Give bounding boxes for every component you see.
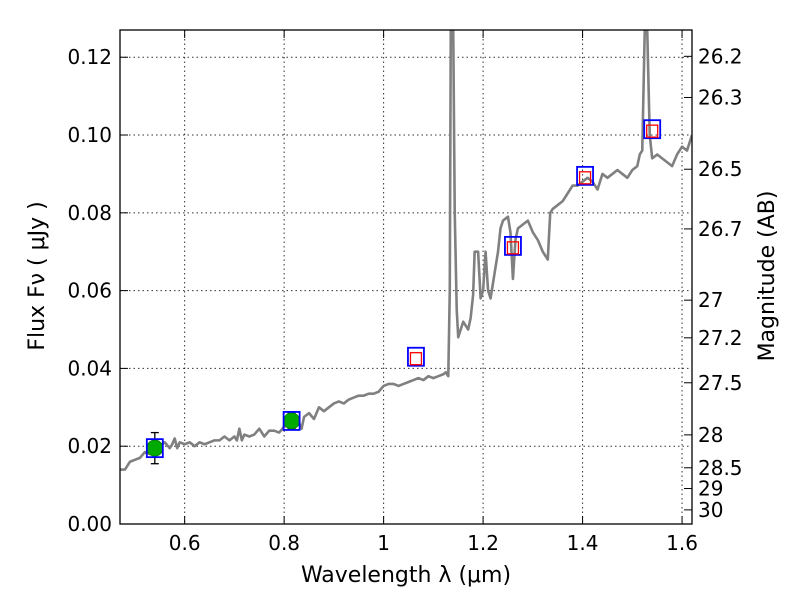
mag-tick-label: 26.5 — [698, 157, 743, 181]
model-point-red — [506, 241, 520, 255]
mag-tick-label: 28 — [698, 423, 723, 447]
x-axis-ticks: 0.6 0.8 1 1.2 1.4 1.6 — [169, 30, 698, 555]
model-point-blue — [282, 411, 301, 431]
sed-model-line — [120, 30, 692, 471]
y-tick-label: 0.02 — [67, 434, 112, 458]
mag-tick-label: 27 — [698, 288, 723, 312]
mag-tick-label: 29 — [698, 477, 723, 501]
model-point-red — [578, 171, 592, 185]
plot-frame — [119, 29, 693, 525]
model-point-blue — [576, 165, 594, 186]
model-point-red — [409, 352, 423, 366]
x-tick-label: 0.6 — [169, 531, 201, 555]
mag-tick-label: 26.7 — [698, 217, 743, 241]
photometry-points — [145, 119, 662, 465]
x-tick-label: 0.8 — [268, 531, 300, 555]
y-tick-label: 0.06 — [67, 279, 112, 303]
y-axis-label: Flux Fν ( μJy ) — [25, 201, 50, 350]
mag-tick-label: 27.5 — [698, 371, 743, 395]
right-axis-label: Magnitude (AB) — [755, 191, 780, 362]
observed-point — [146, 439, 164, 457]
y-tick-label: 0.00 — [67, 512, 112, 536]
observed-point — [283, 412, 301, 430]
model-point-blue — [145, 438, 164, 459]
x-tick-label: 1.2 — [467, 531, 499, 555]
x-tick-label: 1.6 — [666, 531, 698, 555]
y-tick-label: 0.04 — [67, 356, 112, 380]
mag-tick-label: 26.3 — [698, 85, 743, 109]
x-tick-label: 1 — [377, 531, 390, 555]
y-tick-label: 0.10 — [67, 123, 112, 147]
y-tick-label: 0.12 — [67, 45, 112, 69]
y-axis-ticks: 0.00 0.02 0.04 0.06 0.08 0.10 0.12 — [67, 45, 128, 536]
mag-tick-label: 27.2 — [698, 326, 743, 350]
model-point-blue — [407, 346, 425, 367]
sed-model-path — [120, 30, 692, 471]
x-axis-label: Wavelength λ (μm) — [301, 563, 511, 588]
mag-tick-label: 26.2 — [698, 44, 743, 68]
y-tick-label: 0.08 — [67, 201, 112, 225]
x-tick-label: 1.4 — [567, 531, 599, 555]
mag-tick-label: 30 — [698, 498, 723, 522]
model-point-red — [646, 124, 659, 138]
mag-tick-label: 28.5 — [698, 456, 743, 480]
grid-lines — [120, 30, 692, 525]
model-point-blue — [504, 235, 522, 256]
model-point-blue — [643, 119, 662, 140]
